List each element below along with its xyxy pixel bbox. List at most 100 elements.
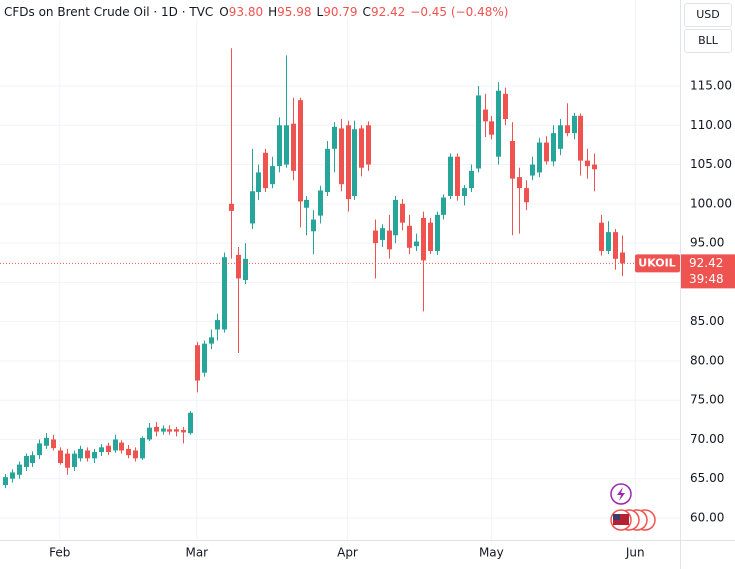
candle-body bbox=[147, 427, 152, 440]
candle-body bbox=[291, 123, 296, 171]
candle-body bbox=[530, 164, 535, 176]
candle-body bbox=[17, 464, 22, 475]
symbol-tag bbox=[635, 254, 680, 273]
candle-body bbox=[393, 199, 398, 236]
candle-body bbox=[44, 437, 49, 446]
candle-body bbox=[455, 156, 460, 196]
candle-body bbox=[72, 453, 77, 467]
candle-body bbox=[441, 197, 446, 215]
candle-body bbox=[373, 230, 378, 244]
x-tick-label: Jun bbox=[625, 546, 645, 560]
candle-body bbox=[380, 228, 385, 240]
candle-body bbox=[209, 337, 214, 344]
ohlc-label: C bbox=[362, 5, 371, 19]
candle-body bbox=[318, 190, 323, 216]
candle-body bbox=[565, 125, 570, 134]
candles bbox=[0, 48, 680, 489]
currency-button[interactable]: USD bbox=[684, 3, 732, 27]
y-tick-label: 75.00 bbox=[690, 393, 724, 407]
candle-body bbox=[435, 214, 440, 251]
candle-body bbox=[154, 426, 159, 432]
candle-body bbox=[448, 156, 453, 196]
candle-body bbox=[613, 232, 618, 259]
candle-body bbox=[332, 126, 337, 149]
candle-body bbox=[167, 429, 172, 432]
lightning-icon bbox=[617, 487, 625, 501]
candle-body bbox=[599, 222, 604, 251]
candle-body bbox=[592, 164, 597, 170]
candle-body bbox=[407, 225, 412, 248]
y-tick-label: 80.00 bbox=[690, 353, 724, 367]
candle-body bbox=[544, 142, 549, 162]
y-tick-label: 65.00 bbox=[690, 471, 724, 485]
candle-body bbox=[195, 345, 200, 381]
chart-title: CFDs on Brent Crude Oil · 1D · TVC bbox=[4, 5, 214, 19]
candle-body bbox=[585, 160, 590, 167]
axes: 60.0065.0070.0075.0080.0085.0090.0095.00… bbox=[49, 79, 735, 560]
candle-body bbox=[222, 257, 227, 330]
candle-body bbox=[606, 232, 611, 251]
candle-body bbox=[517, 177, 522, 189]
candle-body bbox=[366, 125, 371, 165]
y-tick-label: 85.00 bbox=[690, 314, 724, 328]
candle-body bbox=[51, 439, 56, 449]
ohlc-value: 93.80 bbox=[228, 5, 264, 19]
x-tick-label: May bbox=[479, 546, 504, 560]
x-tick-label: Apr bbox=[337, 546, 358, 560]
candle-body bbox=[469, 170, 474, 189]
candle-body bbox=[620, 252, 625, 264]
candle-body bbox=[414, 241, 419, 247]
candle-body bbox=[551, 133, 556, 162]
candle-body bbox=[346, 125, 351, 200]
y-tick-label: 60.00 bbox=[690, 511, 724, 525]
candle-body bbox=[106, 445, 111, 453]
candle-body bbox=[236, 254, 241, 279]
candle-body bbox=[215, 320, 220, 330]
candle-body bbox=[428, 222, 433, 251]
ohlc-label: O bbox=[219, 5, 229, 19]
candle-body bbox=[256, 172, 261, 193]
candle-body bbox=[99, 447, 104, 453]
candle-body bbox=[510, 140, 515, 179]
candle-body bbox=[298, 100, 303, 202]
candle-body bbox=[483, 109, 488, 122]
candle-body bbox=[352, 129, 357, 196]
candle-body bbox=[572, 115, 577, 134]
price-label: 92.42 bbox=[689, 256, 723, 270]
candle-body bbox=[161, 428, 166, 432]
candle-body bbox=[489, 121, 494, 135]
candle-body bbox=[85, 450, 90, 459]
flag-icon bbox=[613, 514, 629, 525]
candle-body bbox=[387, 230, 392, 250]
ohlc-value: 95.98 bbox=[277, 5, 312, 19]
price-tag bbox=[681, 254, 735, 289]
candle-body bbox=[65, 453, 70, 468]
candle-body bbox=[325, 148, 330, 193]
candle-body bbox=[181, 430, 186, 433]
ohlc-label: L bbox=[316, 5, 324, 19]
grid bbox=[0, 0, 680, 540]
candle-body bbox=[311, 219, 316, 232]
candle-body bbox=[250, 191, 255, 224]
candle-body bbox=[133, 450, 138, 459]
candle-body bbox=[400, 203, 405, 223]
y-tick-label: 70.00 bbox=[690, 432, 724, 446]
x-tick-label: Mar bbox=[185, 546, 208, 560]
candle-body bbox=[37, 443, 42, 456]
currency-button[interactable]: BLL bbox=[684, 29, 732, 53]
x-tick-label: Feb bbox=[49, 546, 70, 560]
countdown-label: 39:48 bbox=[689, 272, 724, 286]
candle-body bbox=[284, 125, 289, 165]
ohlc-value: 90.79 bbox=[323, 5, 358, 19]
candle-body bbox=[140, 437, 145, 459]
ohlc-value: 92.42 bbox=[370, 5, 406, 19]
candle-body bbox=[263, 152, 268, 189]
y-tick-label: 115.00 bbox=[690, 79, 732, 93]
y-tick-label: 95.00 bbox=[690, 236, 724, 250]
candle-body bbox=[359, 128, 364, 168]
candle-body bbox=[113, 439, 118, 451]
candle-body bbox=[119, 442, 124, 451]
candle-body bbox=[503, 93, 508, 119]
candle-body bbox=[578, 115, 583, 161]
